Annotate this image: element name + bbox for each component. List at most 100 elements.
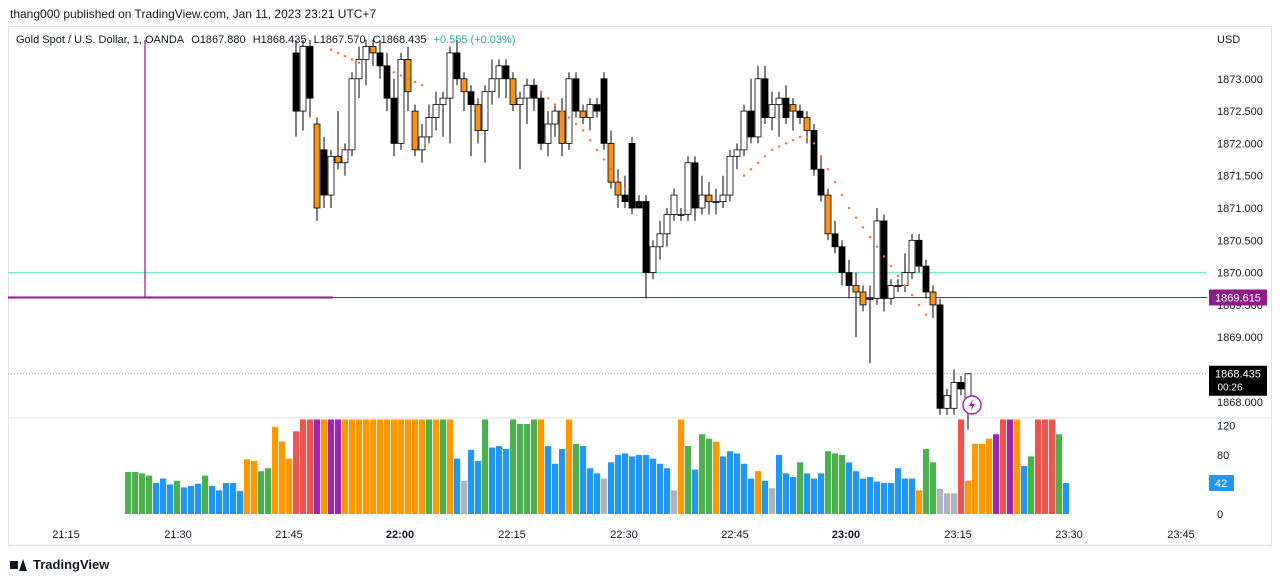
volume-bar [636,454,643,514]
candle-body [467,91,475,106]
volume-bar [881,482,888,514]
volume-bar [265,468,272,514]
volume-bar [1028,456,1035,514]
volume-bar [608,462,615,514]
sar-dot [602,158,606,161]
volume-bar [531,419,538,514]
candle-body [320,149,328,196]
volume-tick-label: 80 [1217,450,1229,462]
time-tick-label: 22:30 [610,529,638,541]
volume-bar [573,443,580,514]
symbol-legend: Gold Spot / U.S. Dollar, 1, OANDA O1867.… [16,34,519,46]
volume-bar [153,482,160,514]
candle-body [614,181,622,196]
candle-body [495,65,503,80]
volume-bar [580,446,587,514]
volume-bar [307,419,314,514]
volume-bar [461,480,468,514]
volume-bar [622,453,629,514]
candle-body [390,97,398,144]
candle-body [810,130,818,170]
volume-bar [811,478,818,514]
volume-bar [258,471,265,514]
candle-body [691,162,699,209]
candle-body [866,298,874,300]
candle-body [362,46,370,60]
volume-bar [650,458,657,514]
volume-bar [643,454,650,514]
volume-tick-label: 120 [1217,420,1235,432]
volume-bar [356,419,363,514]
volume-bar [853,471,860,514]
sar-dot [581,129,585,132]
candle-body [838,246,846,274]
volume-bar [552,463,559,514]
volume-bar [741,463,748,514]
volume-bar [986,438,993,514]
candle-body [824,194,832,235]
last-volume-badge [1209,474,1234,491]
sar-dot [539,90,543,93]
volume-bar [895,468,902,514]
sar-dot [826,168,830,171]
candle-body [957,382,965,390]
sar-dot [840,193,844,197]
volume-bar [944,493,951,514]
volume-bar [377,419,384,514]
candle-body [768,104,776,118]
sar-dot [896,274,900,278]
sar-dot [791,138,795,142]
volume-bar [412,419,419,514]
volume-bar [125,471,132,514]
candle-body [502,65,510,80]
candle-body [488,78,496,93]
candle-body [663,214,671,235]
tradingview-logo[interactable]: TradingView [10,557,109,572]
candle-body [376,52,384,67]
candle-body [761,78,769,118]
volume-bar [825,451,832,514]
candle-body [600,78,608,144]
sar-dot [833,180,837,184]
volume-bar [1049,419,1056,514]
candle-body [432,104,440,118]
volume-bar [426,419,433,514]
legend-open: O1867.880 [191,34,246,46]
volume-bar [314,419,321,514]
volume-bar [489,447,496,514]
chart-frame [8,26,1272,546]
volume-bar [769,488,776,514]
candle-body [523,84,531,99]
volume-bar [524,423,531,514]
candle-body [635,201,643,209]
volume-bar [755,471,762,514]
volume-bar [139,473,146,514]
candle-body [712,201,720,203]
sar-dot [742,174,746,177]
candle-body [852,285,860,293]
sar-dot [350,58,354,61]
sar-dot [875,245,879,248]
candle-body [642,201,650,274]
volume-bar [993,434,1000,514]
volume-bar [846,462,853,514]
volume-bar [888,482,895,514]
last-volume-label: 42 [1215,478,1227,490]
volume-bar [545,446,552,514]
candle-body [943,394,951,409]
price-tick-label: 1870.000 [1217,268,1263,280]
volume-bar [272,426,279,514]
volume-bar [951,493,958,514]
candle-body [670,194,678,215]
candle-body [397,58,405,144]
candle-body [348,78,356,151]
volume-bar [706,438,713,514]
candle-body [369,46,377,54]
candle-body [411,110,419,151]
volume-bar [454,458,461,514]
sar-dot [560,109,564,113]
candle-body [656,233,664,248]
sar-dot [882,255,886,258]
volume-bar [510,419,517,514]
